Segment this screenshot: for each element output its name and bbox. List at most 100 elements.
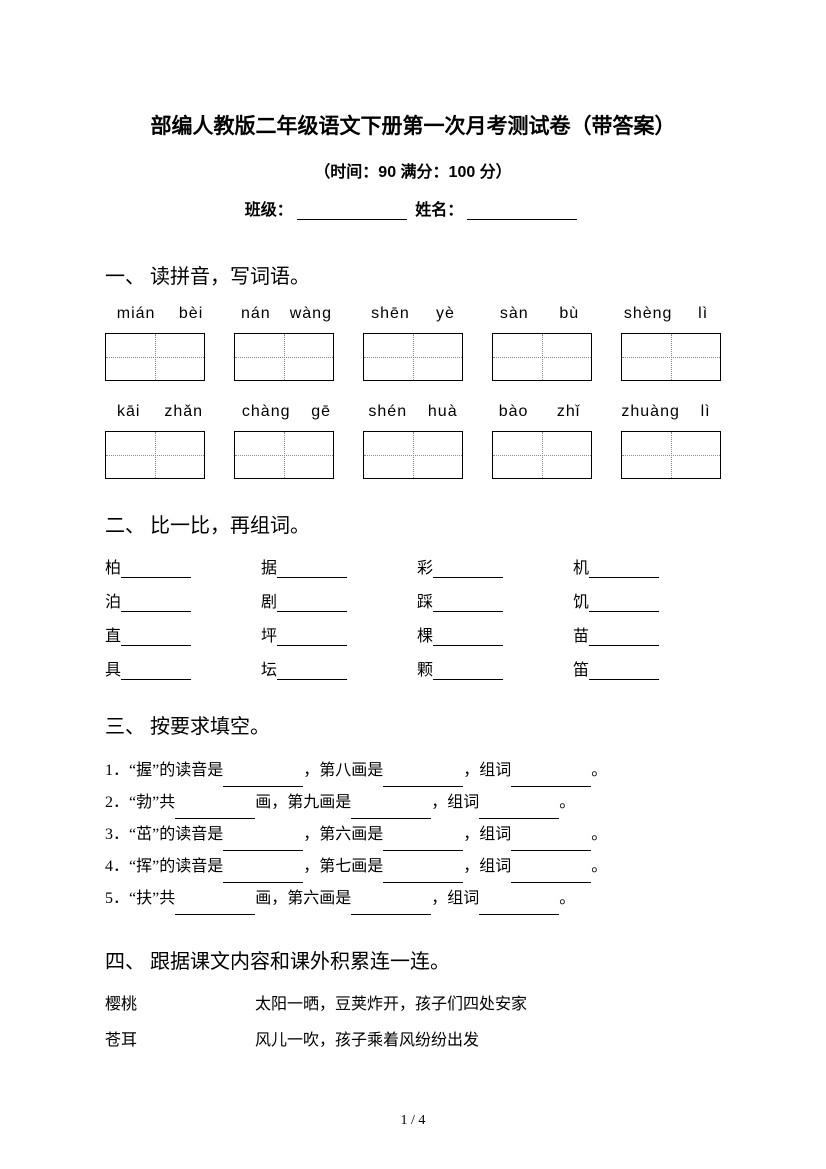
- page-number: 1 / 4: [0, 1113, 826, 1129]
- match-list: 樱桃 太阳一晒，豆荚炸开，孩子们四处安家 苍耳 风儿一吹，孩子乘着风纷纷出发: [105, 990, 721, 1050]
- answer-blank[interactable]: [223, 868, 303, 883]
- word-blank[interactable]: [121, 563, 191, 578]
- match-left: 苍耳: [105, 1026, 255, 1050]
- text: “挥”的读音是: [129, 858, 223, 875]
- writing-box[interactable]: [234, 333, 334, 381]
- section-3-head: 三、 按要求填空。: [105, 710, 721, 739]
- word-blank[interactable]: [121, 631, 191, 646]
- word-blank[interactable]: [277, 665, 347, 680]
- text: “勃”共: [129, 794, 175, 811]
- word-blank[interactable]: [589, 631, 659, 646]
- pinyin: gē: [311, 403, 331, 421]
- answer-blank[interactable]: [351, 804, 431, 819]
- char: 踩: [417, 594, 433, 611]
- text: 画，第九画是: [255, 794, 351, 811]
- word-blank[interactable]: [433, 597, 503, 612]
- text: “扶”共: [129, 890, 175, 907]
- pinyin: zhǐ: [557, 403, 580, 421]
- answer-blank[interactable]: [383, 772, 463, 787]
- writing-box[interactable]: [105, 431, 205, 479]
- text: ，组词: [431, 890, 479, 907]
- word-blank[interactable]: [277, 597, 347, 612]
- word-blank[interactable]: [277, 563, 347, 578]
- pinyin: zhuàng: [621, 403, 680, 421]
- text: ，组词: [463, 826, 511, 843]
- doc-title: 部编人教版二年级语文下册第一次月考测试卷（带答案）: [105, 110, 721, 140]
- fill-item: 1．“握”的读音是，第八画是，组词。: [105, 755, 721, 787]
- word-blank[interactable]: [589, 563, 659, 578]
- word-blank[interactable]: [277, 631, 347, 646]
- char: 直: [105, 628, 121, 645]
- word-blank[interactable]: [121, 665, 191, 680]
- word-blank[interactable]: [121, 597, 191, 612]
- word-blank[interactable]: [433, 563, 503, 578]
- text: 。: [559, 794, 575, 811]
- answer-blank[interactable]: [383, 868, 463, 883]
- name-blank[interactable]: [467, 203, 577, 220]
- word-blank[interactable]: [589, 665, 659, 680]
- answer-blank[interactable]: [351, 900, 431, 915]
- match-row: 苍耳 风儿一吹，孩子乘着风纷纷出发: [105, 1026, 721, 1050]
- item-num: 4．: [105, 858, 129, 875]
- char: 据: [261, 560, 277, 577]
- text: ，第八画是: [303, 762, 383, 779]
- word-blank[interactable]: [589, 597, 659, 612]
- answer-blank[interactable]: [383, 836, 463, 851]
- fill-list: 1．“握”的读音是，第八画是，组词。 2．“勃”共画，第九画是，组词。 3．“茁…: [105, 755, 721, 915]
- char: 具: [105, 662, 121, 679]
- text: ，组词: [463, 858, 511, 875]
- pinyin: kāi: [117, 403, 140, 421]
- writing-box[interactable]: [105, 333, 205, 381]
- pinyin: zhǎn: [164, 403, 203, 421]
- doc-subtitle: （时间：90 满分：100 分）: [105, 158, 721, 182]
- writing-box-row-2: [105, 431, 721, 479]
- fill-item: 2．“勃”共画，第九画是，组词。: [105, 787, 721, 819]
- char: 剧: [261, 594, 277, 611]
- char: 机: [573, 560, 589, 577]
- answer-blank[interactable]: [175, 804, 255, 819]
- answer-blank[interactable]: [479, 804, 559, 819]
- writing-box[interactable]: [363, 333, 463, 381]
- char: 坪: [261, 628, 277, 645]
- text: 。: [591, 762, 607, 779]
- writing-box[interactable]: [234, 431, 334, 479]
- writing-box[interactable]: [621, 333, 721, 381]
- answer-blank[interactable]: [175, 900, 255, 915]
- pinyin-row-1: miánbèi nánwàng shēnyè sànbù shènglì: [105, 305, 721, 323]
- pinyin: shén: [368, 403, 407, 421]
- answer-blank[interactable]: [223, 836, 303, 851]
- pinyin: huà: [428, 403, 458, 421]
- writing-box[interactable]: [492, 431, 592, 479]
- char: 苗: [573, 628, 589, 645]
- answer-blank[interactable]: [511, 868, 591, 883]
- char: 柏: [105, 560, 121, 577]
- writing-box-row-1: [105, 333, 721, 381]
- answer-blank[interactable]: [511, 772, 591, 787]
- char: 棵: [417, 628, 433, 645]
- answer-blank[interactable]: [511, 836, 591, 851]
- section-2-head: 二、 比一比，再组词。: [105, 509, 721, 538]
- pinyin: lì: [698, 305, 708, 323]
- word-blank[interactable]: [433, 631, 503, 646]
- answer-blank[interactable]: [223, 772, 303, 787]
- fill-item: 5．“扶”共画，第六画是，组词。: [105, 883, 721, 915]
- writing-box[interactable]: [363, 431, 463, 479]
- pinyin: lì: [701, 403, 711, 421]
- answer-blank[interactable]: [479, 900, 559, 915]
- text: ，组词: [431, 794, 479, 811]
- pinyin-row-2: kāizhǎn chànggē shénhuà bàozhǐ zhuànglì: [105, 403, 721, 421]
- writing-box[interactable]: [492, 333, 592, 381]
- class-blank[interactable]: [297, 203, 407, 220]
- pinyin: shēn: [371, 305, 410, 323]
- word-blank[interactable]: [433, 665, 503, 680]
- pinyin: yè: [436, 305, 455, 323]
- text: 。: [591, 858, 607, 875]
- class-name-line: 班级： 姓名：: [105, 196, 721, 220]
- pinyin: shèng: [624, 305, 673, 323]
- text: “握”的读音是: [129, 762, 223, 779]
- class-label: 班级：: [245, 202, 293, 219]
- text: 。: [591, 826, 607, 843]
- writing-box[interactable]: [621, 431, 721, 479]
- match-right: 风儿一吹，孩子乘着风纷纷出发: [255, 1026, 479, 1050]
- name-label: 姓名：: [415, 202, 463, 219]
